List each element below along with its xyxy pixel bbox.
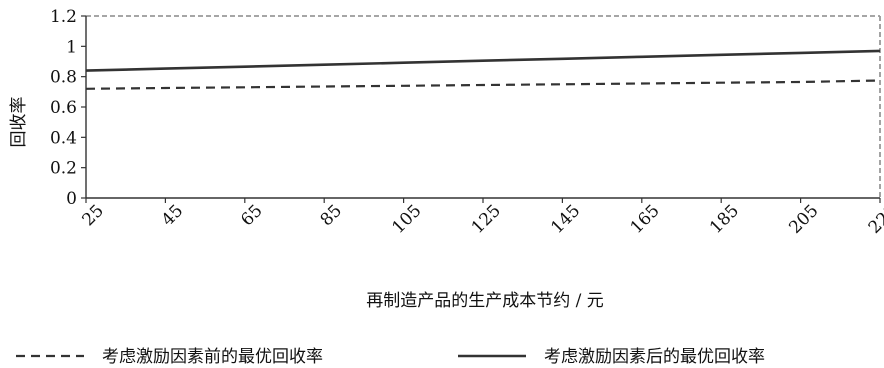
legend: 考虑激励因素前的最优回收率 考虑激励因素后的最优回收率 — [16, 347, 765, 367]
legend-label-before: 考虑激励因素前的最优回收率 — [102, 347, 323, 367]
y-axis-label: 回收率 — [9, 97, 29, 148]
y-tick-label: 0.2 — [50, 159, 77, 179]
series-line-before-incentive — [85, 79, 881, 90]
x-tick-label: 185 — [706, 201, 743, 238]
y-tick-label: 0.4 — [50, 128, 77, 148]
y-tick-label: 0.6 — [50, 98, 77, 118]
x-tick-label: 225 — [865, 201, 884, 238]
x-tick-label: 25 — [78, 201, 107, 230]
x-axis-ticks: 25 45 65 85 105 125 145 165 185 205 225 — [78, 198, 884, 238]
x-tick-label: 165 — [627, 201, 664, 238]
x-tick-label: 65 — [237, 201, 266, 230]
series-layer — [85, 49, 881, 90]
x-tick-label: 105 — [388, 201, 425, 238]
x-tick-label: 45 — [158, 201, 187, 230]
y-tick-label: 0 — [66, 189, 77, 209]
y-axis-ticks: 0 0.2 0.4 0.6 0.8 1 1.2 — [50, 7, 86, 209]
y-tick-label: 1.2 — [50, 7, 77, 27]
x-axis-label: 再制造产品的生产成本节约 / 元 — [366, 291, 604, 311]
x-tick-label: 145 — [547, 201, 584, 238]
legend-label-after: 考虑激励因素后的最优回收率 — [544, 347, 765, 367]
y-tick-label: 1 — [66, 37, 77, 57]
x-tick-label: 85 — [317, 201, 346, 230]
x-tick-label: 125 — [468, 201, 505, 238]
plot-area — [85, 15, 881, 199]
y-tick-label: 0.8 — [50, 68, 77, 88]
series-line-after-incentive — [85, 49, 881, 72]
x-tick-label: 205 — [785, 201, 822, 238]
